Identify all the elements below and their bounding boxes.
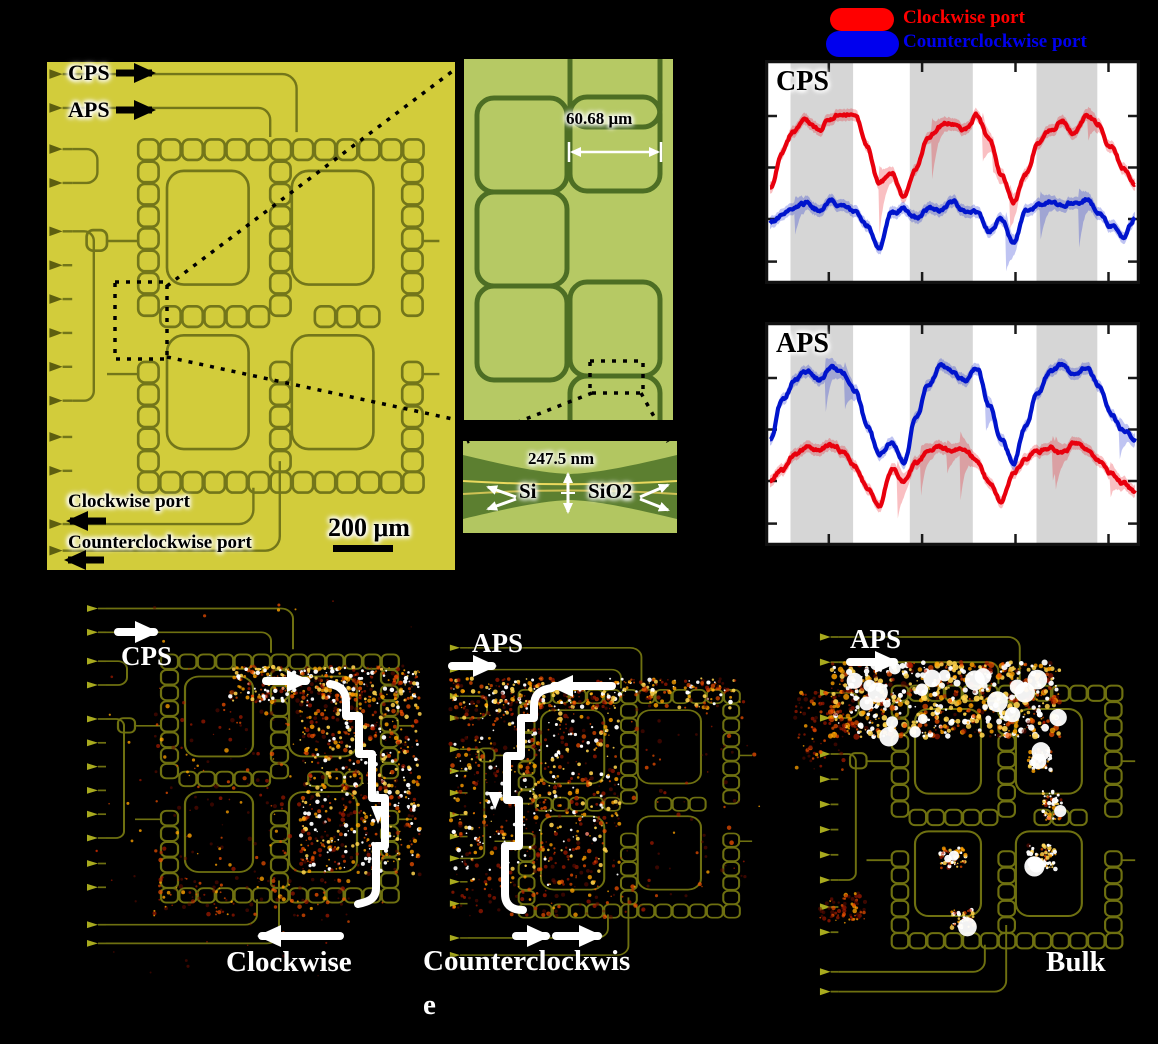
clockwise-legend-label: Clockwise port — [903, 7, 1025, 28]
p2-mode-label-line2: e — [423, 989, 436, 1021]
cps-plot-drawing — [765, 60, 1140, 284]
speckle-overlay — [95, 600, 1067, 977]
p1-input-label: CPS — [121, 641, 173, 671]
counterclockwise-legend-swatch — [826, 31, 899, 57]
cps-input-label: CPS — [68, 60, 110, 85]
spectrum-curve — [768, 440, 1137, 509]
aps-input-label: APS — [68, 97, 110, 122]
counterclockwise-legend-label: Counterclockwise port — [903, 31, 1087, 52]
aps-spectrum-plot — [765, 322, 1140, 546]
cps-spectrum-plot — [765, 60, 1140, 284]
p2-input-label: APS — [472, 628, 524, 658]
dark-chip-circuit — [819, 633, 1136, 996]
p2-mode-label-line1: Counterclockwis — [423, 945, 631, 977]
aps-plot-title: APS — [776, 328, 829, 359]
error-band — [770, 188, 1135, 272]
aps-plot-drawing — [765, 322, 1140, 546]
sio2-label: SiO2 — [588, 479, 633, 503]
scale-bar-label: 200 μm — [328, 513, 410, 542]
p3-input-label: APS — [850, 624, 902, 654]
error-band — [770, 431, 1135, 519]
ring-dimension-label: 60.68 μm — [566, 109, 633, 128]
spectrum-curve — [768, 111, 1137, 206]
spectrum-curve — [768, 197, 1137, 251]
p1-mode-label: Clockwise — [226, 946, 352, 978]
cps-plot-title: CPS — [776, 66, 829, 97]
clockwise-port-label: Clockwise port — [68, 491, 190, 512]
p3-mode-label: Bulk — [1046, 946, 1106, 978]
si-label: Si — [519, 479, 537, 503]
counterclockwise-port-label: Counterclockwise port — [68, 532, 252, 553]
spectrum-curve — [768, 361, 1137, 467]
gap-dimension-label: 247.5 nm — [528, 449, 595, 468]
clockwise-legend-swatch — [830, 8, 894, 31]
